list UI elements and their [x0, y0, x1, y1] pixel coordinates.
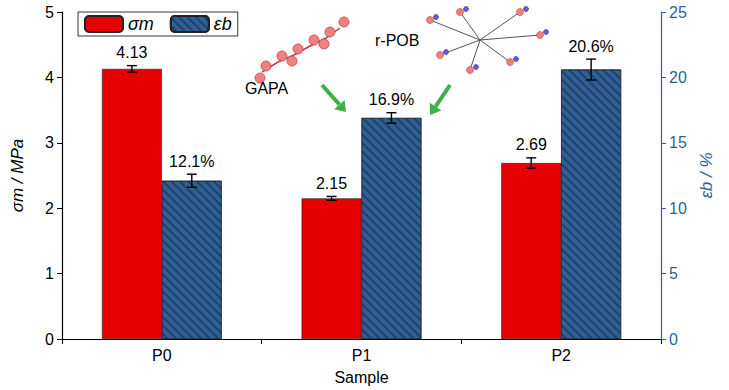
svg-text:r-POB: r-POB — [375, 32, 419, 49]
svg-text:GAPA: GAPA — [245, 80, 289, 97]
svg-text:Sample: Sample — [334, 369, 388, 386]
svg-text:12.1%: 12.1% — [169, 153, 214, 170]
svg-text:25: 25 — [669, 4, 687, 21]
svg-text:2.15: 2.15 — [316, 175, 347, 192]
svg-text:2: 2 — [45, 200, 54, 217]
svg-text:4.13: 4.13 — [116, 44, 147, 61]
svg-text:P1: P1 — [352, 347, 372, 364]
svg-text:16.9%: 16.9% — [369, 91, 414, 108]
svg-text:σm / MPa: σm / MPa — [8, 139, 27, 213]
svg-text:σm: σm — [128, 14, 154, 34]
svg-text:20: 20 — [669, 69, 687, 86]
svg-text:2.69: 2.69 — [516, 136, 547, 153]
svg-text:5: 5 — [45, 4, 54, 21]
svg-text:5: 5 — [669, 265, 678, 282]
svg-text:0: 0 — [669, 331, 678, 348]
svg-text:P0: P0 — [152, 347, 172, 364]
svg-text:1: 1 — [45, 265, 54, 282]
svg-text:15: 15 — [669, 134, 687, 151]
svg-text:4: 4 — [45, 69, 54, 86]
svg-text:P2: P2 — [551, 347, 571, 364]
svg-text:0: 0 — [45, 331, 54, 348]
svg-text:10: 10 — [669, 200, 687, 217]
svg-text:20.6%: 20.6% — [568, 38, 613, 55]
svg-text:εb: εb — [214, 14, 232, 34]
svg-text:3: 3 — [45, 134, 54, 151]
svg-text:εb / %: εb / % — [697, 152, 716, 198]
